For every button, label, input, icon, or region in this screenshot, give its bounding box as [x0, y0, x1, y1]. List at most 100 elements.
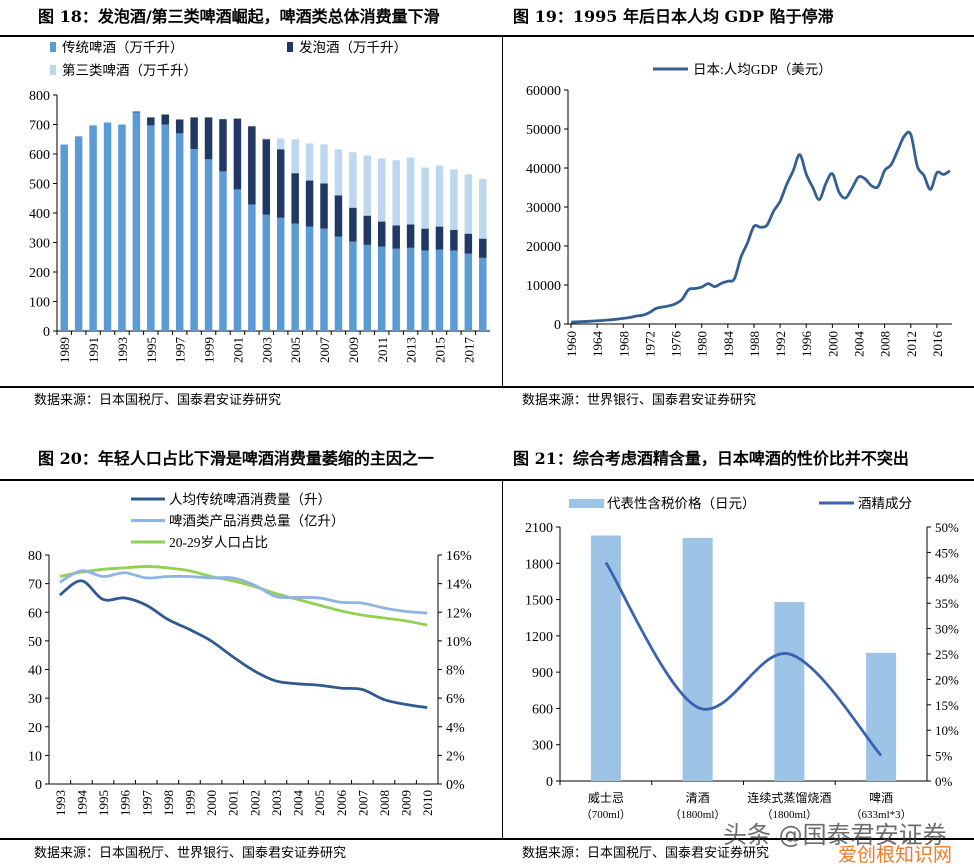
- bar-2018: [479, 257, 487, 331]
- x-tick-label: 2017: [461, 337, 476, 364]
- x-tick-label: 2003: [269, 790, 284, 816]
- bar-2003: [262, 138, 271, 140]
- bar-1995: [147, 117, 155, 126]
- y2-tick-label: 30%: [935, 622, 959, 637]
- bar-1990: [74, 136, 83, 331]
- bar-啤酒: [866, 652, 897, 781]
- x-tick-label: 2008: [878, 331, 893, 357]
- y-tick-label: 50000: [526, 123, 561, 138]
- x-tick-label: 1996: [799, 331, 814, 358]
- bar-2010: [363, 244, 372, 331]
- x-tick-label: 1968: [616, 331, 631, 357]
- y2-tick-label: 5%: [935, 749, 953, 764]
- bar-2004: [276, 217, 285, 331]
- y-tick-label: 100: [29, 296, 50, 311]
- legend-label: 20-29岁人口占比: [169, 535, 268, 550]
- x-tick-label: 2001: [230, 337, 245, 363]
- fig19-source: 数据来源：世界银行、国泰君安证券研究: [522, 393, 757, 408]
- bar-2007: [320, 144, 328, 184]
- divider: [502, 480, 503, 838]
- bar-2006: [305, 226, 314, 331]
- x-tick-label: 2000: [204, 790, 219, 816]
- y2-tick-label: 40%: [935, 571, 959, 586]
- bar-2002: [248, 126, 256, 205]
- bar-1998: [190, 117, 198, 149]
- x-tick-label: 2007: [355, 790, 370, 817]
- bar-2017: [464, 253, 473, 331]
- y-tick-label: 700: [29, 119, 50, 134]
- y-tick-label: 0: [554, 318, 561, 333]
- bar-2009: [349, 152, 357, 208]
- y-tick-label: 600: [29, 148, 50, 163]
- x-tick-label: （633ml*3）: [851, 808, 912, 821]
- x-tick-label: 1995: [96, 790, 111, 816]
- x-tick-label: 1997: [139, 790, 154, 817]
- x-tick-label: 1976: [669, 331, 684, 358]
- x-tick-label: 1988: [747, 331, 762, 357]
- x-tick-label: 2015: [432, 337, 447, 363]
- gdp-line: [570, 130, 951, 324]
- bar-2017: [464, 233, 473, 254]
- bar-2013: [406, 224, 415, 248]
- x-tick-label: 2010: [420, 790, 435, 816]
- bar-2008: [334, 195, 343, 237]
- bar-1997: [175, 133, 184, 331]
- x-tick-label: 2004: [291, 790, 306, 817]
- x-tick-label: 1993: [53, 790, 68, 816]
- y-tick-label: 300: [29, 237, 50, 252]
- bar-2007: [320, 183, 328, 229]
- bar-2000: [219, 119, 227, 172]
- bar-2003: [262, 139, 271, 215]
- bar-2014: [421, 228, 429, 251]
- y-tick-label: 80: [28, 549, 42, 564]
- x-tick-label: 1993: [115, 337, 130, 363]
- y-tick-label: 0: [546, 775, 553, 790]
- bar-2008: [334, 236, 343, 331]
- y2-tick-label: 15%: [935, 698, 959, 713]
- bar-2003: [262, 214, 271, 331]
- y2-tick-label: 10%: [446, 635, 472, 650]
- y-tick-label: 1200: [525, 630, 553, 645]
- legend-label: 日本:人均GDP（美元）: [693, 62, 832, 77]
- fig18-title: 图 18：发泡酒/第三类啤酒崛起，啤酒类总体消费量下滑: [38, 7, 440, 26]
- bar-1998: [190, 148, 198, 331]
- x-tick-label: 1995: [144, 337, 159, 363]
- bar-1991: [89, 125, 97, 331]
- bar-2012: [392, 225, 400, 249]
- y-tick-label: 40000: [526, 162, 561, 177]
- fig20-source: 数据来源：日本国税厅、世界银行、国泰君安证券研究: [34, 846, 347, 861]
- bar-2014: [421, 250, 429, 331]
- x-tick-label: 2007: [317, 337, 332, 364]
- bar-2017: [464, 174, 473, 234]
- x-tick-label: 清酒: [686, 791, 710, 805]
- legend-label: 酒精成分: [858, 496, 912, 511]
- x-tick-label: 2002: [247, 790, 262, 816]
- bar-2004: [276, 138, 285, 150]
- y-tick-label: 30: [28, 692, 42, 707]
- x-tick-label: （700ml）: [581, 808, 631, 821]
- divider: [0, 35, 974, 37]
- y-tick-label: 500: [29, 178, 50, 193]
- x-tick-label: 1984: [721, 331, 736, 358]
- y2-tick-label: 2%: [446, 749, 465, 764]
- series-line-1: [59, 569, 428, 615]
- bar-2002: [248, 204, 256, 331]
- bar-1999: [204, 159, 213, 331]
- bar-2011: [378, 246, 386, 331]
- legend-label: 第三类啤酒（万千升）: [62, 62, 197, 78]
- bar-清酒: [682, 537, 713, 781]
- fig19-title: 图 19：1995 年后日本人均 GDP 陷于停滞: [513, 7, 834, 26]
- legend-label: 啤酒类产品消费总量（亿升）: [169, 514, 345, 529]
- x-tick-label: 2005: [288, 337, 303, 363]
- y2-tick-label: 45%: [935, 545, 959, 560]
- y-tick-label: 1500: [525, 594, 553, 609]
- y-tick-label: 40: [28, 664, 42, 679]
- y-tick-label: 70: [28, 578, 42, 593]
- bar-1994: [132, 111, 141, 113]
- legend-swatch: [569, 499, 604, 508]
- x-tick-label: 1972: [642, 331, 657, 357]
- watermark-text: 头条 @国泰君安证券: [723, 821, 947, 849]
- bar-1999: [204, 117, 213, 160]
- bar-2004: [276, 149, 285, 218]
